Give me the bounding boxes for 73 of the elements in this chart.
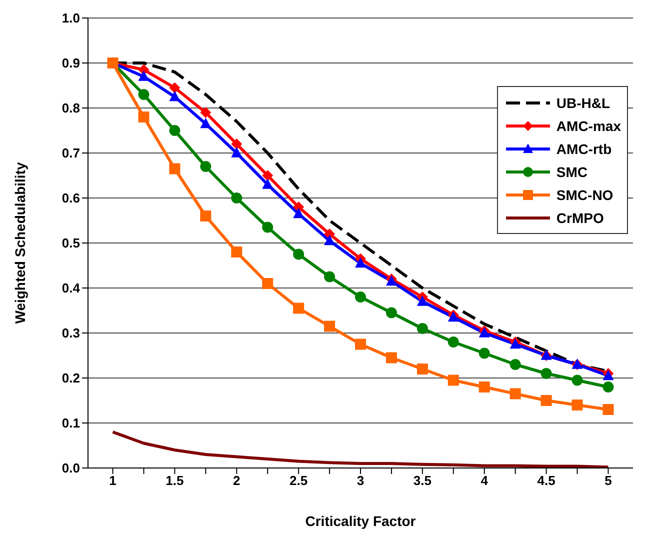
point (416, 364, 428, 374)
y-tick-label: 0.3 (62, 326, 80, 341)
point (169, 163, 180, 174)
point (200, 118, 212, 128)
point (138, 70, 150, 81)
point (416, 295, 428, 306)
point (510, 359, 521, 370)
point (540, 395, 552, 406)
x-tick-label: 5 (604, 473, 612, 488)
point (293, 208, 304, 218)
point (169, 82, 180, 94)
point (448, 374, 459, 386)
point (478, 348, 490, 359)
point (200, 107, 212, 118)
point (478, 382, 490, 392)
x-axis-title: Criticality Factor (305, 513, 416, 529)
point (416, 323, 428, 334)
point (386, 352, 397, 364)
y-tick-label: 0.2 (62, 370, 80, 386)
point (200, 210, 212, 222)
legend-label: CrMPO (556, 210, 604, 226)
point (262, 170, 274, 181)
point (231, 192, 242, 204)
point (602, 382, 614, 392)
point (572, 400, 583, 410)
x-tick-label: 1.5 (166, 473, 184, 488)
point (200, 161, 212, 172)
point (231, 146, 242, 158)
y-tick-label: 0.0 (62, 460, 80, 476)
y-tick-label: 0.8 (62, 100, 80, 116)
x-tick-label: 3.5 (413, 473, 432, 488)
x-tick-label: 3 (356, 473, 364, 488)
point (231, 246, 242, 258)
point (138, 112, 150, 122)
point (293, 248, 304, 260)
point (293, 302, 304, 314)
point (386, 307, 397, 318)
y-tick-label: 0.7 (62, 146, 80, 161)
y-tick-label: 0.5 (62, 236, 80, 251)
point (262, 178, 274, 189)
point (169, 125, 180, 136)
legend-label: AMC-max (556, 118, 621, 134)
point (231, 138, 242, 150)
legend-label: SMC-NO (556, 186, 614, 202)
point (448, 336, 459, 348)
point (355, 257, 366, 268)
legend-label: UB-H&L (556, 94, 610, 110)
y-tick-label: 0.4 (62, 280, 81, 296)
point (355, 338, 366, 350)
line-series (111, 430, 610, 468)
x-tick-label: 4.5 (537, 473, 556, 488)
legend-label: AMC-rtb (556, 140, 612, 156)
point (169, 90, 180, 102)
y-tick-label: 0.9 (62, 56, 80, 71)
point (355, 292, 366, 302)
point (510, 388, 521, 400)
y-axis-title: Weighted Schedulability (12, 162, 28, 324)
y-tick-label: 0.1 (62, 416, 80, 431)
point (324, 320, 336, 332)
y-tick-label: 0.6 (62, 190, 80, 206)
point (138, 89, 150, 100)
point (262, 278, 274, 289)
point (540, 368, 552, 379)
x-tick-label: 2.5 (290, 473, 308, 488)
x-tick-label: 2 (233, 473, 240, 488)
point (572, 374, 583, 386)
x-tick-label: 1 (109, 473, 116, 488)
point (262, 222, 274, 233)
x-tick-label: 4 (480, 473, 489, 488)
legend-label: SMC (556, 164, 588, 180)
point (324, 271, 336, 282)
y-tick-label: 1.0 (62, 10, 80, 26)
point (602, 404, 614, 415)
